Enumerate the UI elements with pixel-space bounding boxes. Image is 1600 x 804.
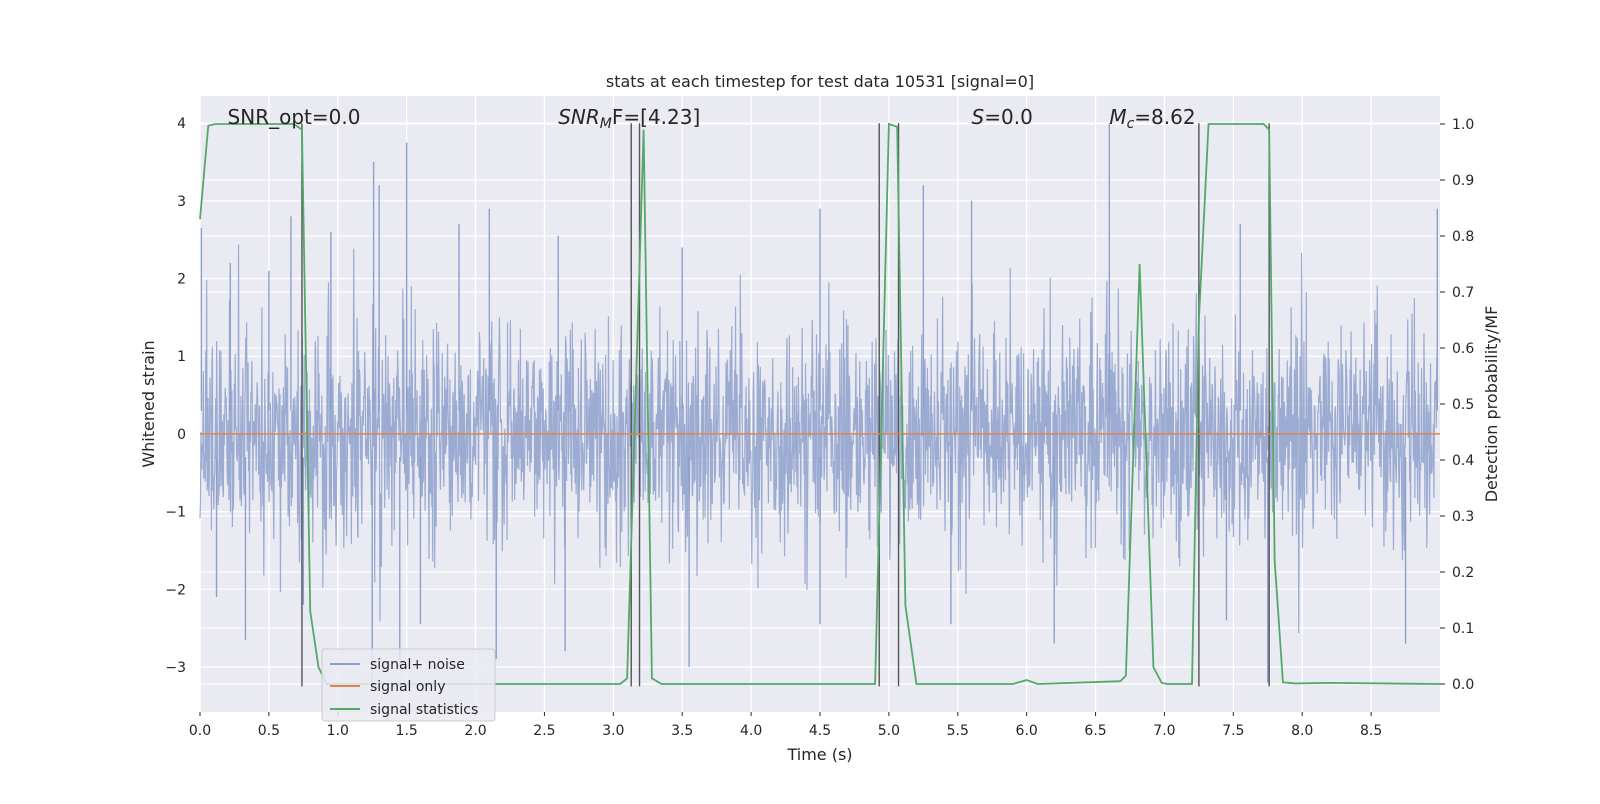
series-signal-statistics [199,122,1441,685]
legend: signal+ noise signal only signal statist… [321,648,496,722]
legend-label-signal-statistics: signal statistics [370,702,478,718]
y-right-tick-label-2: 0.2 [1452,565,1474,581]
y-right-tick-label-0: 0.0 [1452,677,1474,693]
y-left-tick-label-3: 0 [177,427,186,443]
x-tick-label-4: 2.0 [464,723,486,739]
series-signal-noise [199,123,1438,687]
y-left-tick-label-0: −3 [165,660,186,676]
x-tick-label-10: 5.0 [878,723,900,739]
y-axis-label-left: Whitened strain [139,340,158,467]
y-left-tick-label-2: −1 [165,505,186,521]
legend-box [321,648,496,722]
y-right-tick-label-10: 1.0 [1452,117,1474,133]
noise-trace [199,244,1438,633]
y-right-tick-label-9: 0.9 [1452,173,1474,189]
x-tick-label-13: 6.5 [1084,723,1106,739]
x-tick-label-6: 3.0 [602,723,624,739]
y-left-tick-label-7: 4 [177,116,186,132]
x-tick-label-12: 6.0 [1016,723,1038,739]
x-tick-label-1: 0.5 [258,723,280,739]
vertical-markers [301,123,1270,687]
annotation-snr-opt: SNR_opt=0.0 [228,105,361,129]
y-axis-label-right: Detection probability/MF [1482,306,1501,503]
x-tick-label-14: 7.0 [1153,723,1175,739]
y-right-tick-label-7: 0.7 [1452,285,1474,301]
y-left-tick-label-4: 1 [177,349,186,365]
annotation-2: S=0.0 [972,105,1033,129]
y-left-tick-label-6: 3 [177,194,186,210]
x-tick-label-17: 8.5 [1360,723,1382,739]
x-tick-label-16: 8.0 [1291,723,1313,739]
y-right-tick-label-1: 0.1 [1452,621,1474,637]
legend-label-signal-noise: signal+ noise [370,657,465,673]
chart-title: stats at each timestep for test data 105… [606,72,1034,91]
x-tick-label-3: 1.5 [396,723,418,739]
x-tick-label-15: 7.5 [1222,723,1244,739]
y-left-tick-label-5: 2 [177,272,186,288]
x-tick-label-11: 5.5 [947,723,969,739]
x-tick-label-7: 3.5 [671,723,693,739]
x-tick-label-9: 4.5 [809,723,831,739]
annotation-1: SNRMF=[4.23] [558,105,700,132]
x-axis-label: Time (s) [786,745,852,764]
x-tick-label-8: 4.0 [740,723,762,739]
x-tick-label-5: 2.5 [533,723,555,739]
y-right-tick-label-5: 0.5 [1452,397,1474,413]
y-right-tick-label-4: 0.4 [1452,453,1474,469]
annotations: SNR_opt=0.0 SNRMF=[4.23] S=0.0 Mc=8.62 [228,105,1196,132]
legend-label-signal-only: signal only [370,679,445,695]
y-right-tick-label-8: 0.8 [1452,229,1474,245]
y-right-tick-label-6: 0.6 [1452,341,1474,357]
series-lines [199,122,1441,685]
x-tick-label-0: 0.0 [189,723,211,739]
y-right-tick-label-3: 0.3 [1452,509,1474,525]
x-tick-label-2: 1.0 [327,723,349,739]
annotation-3: Mc=8.62 [1109,105,1195,132]
tick-labels: 0.0 0.5 1.0 1.5 2.0 2.5 3.0 3.5 4.0 4.5 5.0 5.5 6.0 6… [165,116,1474,739]
y-left-tick-label-1: −2 [165,582,186,598]
